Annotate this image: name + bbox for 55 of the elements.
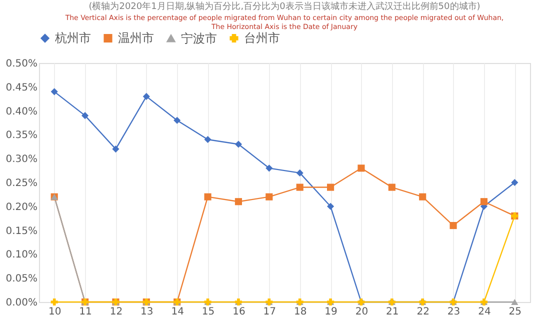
point — [511, 178, 518, 186]
y-tick-label: 0.25% — [6, 178, 38, 189]
chart-title: (横轴为2020年1月日期,纵轴为百分比,百分比为0表示当日该城市未进入武汉迁出比例前50的城市) — [88, 1, 480, 12]
point — [450, 222, 457, 230]
legend-label: 杭州市 — [54, 31, 91, 46]
point — [112, 146, 120, 153]
x-tick-label: 19 — [324, 306, 338, 318]
point — [204, 136, 212, 144]
x-tick-label: 13 — [140, 306, 154, 318]
x-tick-label: 11 — [79, 306, 92, 318]
y-tick-label: 0.35% — [6, 130, 38, 142]
y-tick-label: 0.50% — [6, 58, 38, 70]
point — [266, 164, 273, 172]
x-tick-label: 22 — [416, 306, 430, 318]
point — [50, 298, 58, 306]
y-tick-label: 0.30% — [6, 154, 38, 166]
point — [234, 198, 242, 206]
y-tick-label: 0.05% — [6, 274, 38, 285]
point — [50, 88, 58, 96]
point — [81, 112, 89, 120]
x-tick-label: 14 — [171, 306, 184, 318]
legend-label: 宁波市 — [181, 31, 217, 46]
x-tick-label: 23 — [447, 306, 460, 318]
x-tick-label: 25 — [508, 306, 522, 318]
x-tick-label: 12 — [110, 306, 123, 318]
legend-label: 温州市 — [118, 31, 154, 46]
point — [296, 169, 304, 176]
point — [234, 140, 242, 148]
x-tick-label: 17 — [263, 306, 276, 318]
point — [511, 298, 518, 306]
x-tick-label: 20 — [355, 306, 368, 318]
y-tick-label: 0.00% — [6, 298, 38, 308]
y-tick-label: 0.10% — [6, 250, 38, 261]
x-tick-label: 24 — [478, 306, 491, 318]
y-tick-label: 0.40% — [6, 106, 38, 118]
y-tick-label: 0.15% — [6, 226, 38, 237]
point — [326, 184, 334, 191]
point — [480, 198, 488, 206]
x-tick-label: 15 — [202, 306, 215, 318]
x-tick-label: 18 — [294, 306, 307, 318]
y-tick-label: 0.20% — [6, 202, 38, 213]
point — [142, 92, 150, 100]
legend-label: 台州市 — [244, 31, 280, 46]
point — [358, 164, 365, 172]
point — [204, 193, 212, 200]
x-tick-label: 21 — [386, 306, 399, 318]
point — [174, 116, 181, 124]
point — [419, 193, 426, 200]
point — [266, 193, 273, 200]
x-tick-label: 10 — [48, 306, 62, 318]
point — [388, 184, 396, 191]
point — [326, 202, 334, 210]
x-tick-label: 16 — [232, 306, 246, 318]
y-tick-label: 0.45% — [6, 82, 38, 94]
point — [296, 184, 304, 191]
